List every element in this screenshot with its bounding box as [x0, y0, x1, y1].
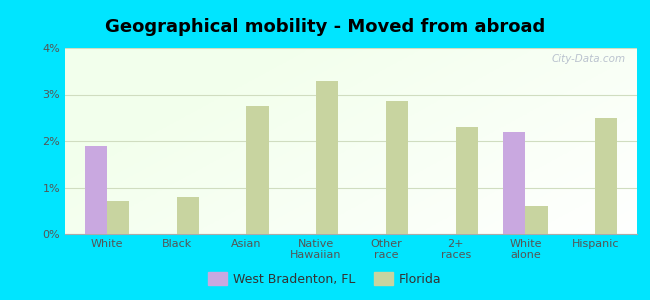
Bar — [503, 132, 525, 234]
Bar — [107, 202, 129, 234]
Text: Geographical mobility - Moved from abroad: Geographical mobility - Moved from abroa… — [105, 18, 545, 36]
Bar — [595, 118, 617, 234]
Bar — [246, 106, 268, 234]
Bar — [84, 146, 107, 234]
Bar — [525, 206, 548, 234]
Bar — [456, 127, 478, 234]
Bar — [386, 101, 408, 234]
Text: City-Data.com: City-Data.com — [551, 54, 625, 64]
Bar — [177, 197, 199, 234]
Legend: West Bradenton, FL, Florida: West Bradenton, FL, Florida — [203, 267, 447, 291]
Bar — [316, 80, 339, 234]
